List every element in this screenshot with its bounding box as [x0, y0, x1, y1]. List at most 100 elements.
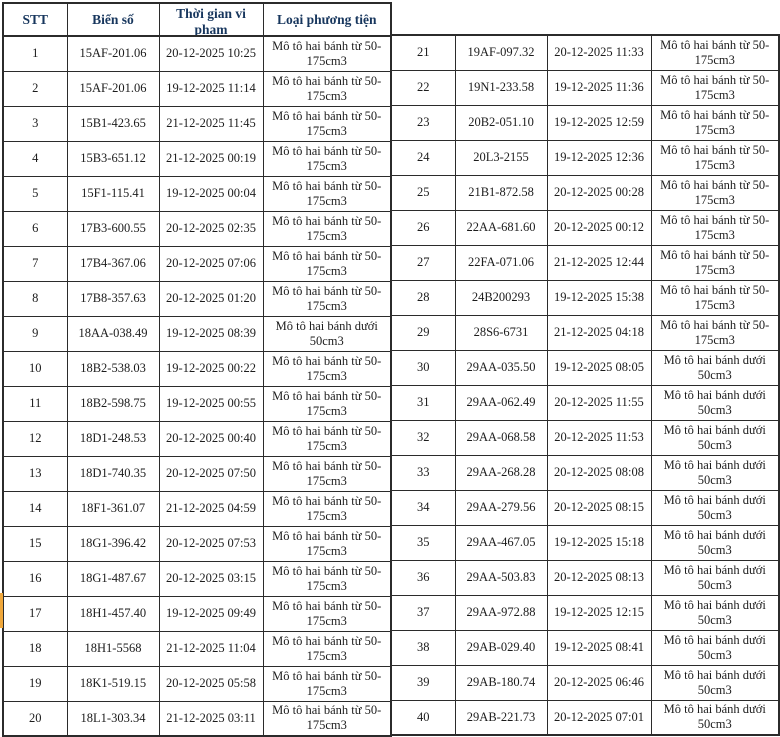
cell-plate: 19AF-097.32: [454, 34, 548, 71]
table-row: 5 15F1-115.41 19-12-2025 00:04 Mô tô hai bá…: [2, 175, 392, 212]
cell-stt: 40: [390, 699, 456, 736]
cell-stt: 32: [390, 419, 456, 456]
column-header-stt: STT: [2, 2, 68, 37]
cell-time: 21-12-2025 03:11: [158, 700, 264, 737]
cell-type: Mô tô hai bánh dưới 50cm3: [650, 594, 780, 631]
table-row: 34 29AA-279.56 20-12-2025 08:15 Mô tô hai b…: [390, 489, 780, 526]
cell-type: Mô tô hai bánh từ 50-175cm3: [262, 105, 392, 142]
cell-type: Mô tô hai bánh dưới 50cm3: [650, 664, 780, 701]
cell-time: 20-12-2025 08:15: [546, 489, 652, 526]
cell-plate: 29AA-279.56: [454, 489, 548, 526]
cell-time: 19-12-2025 11:14: [158, 70, 264, 107]
table-row: 14 18F1-361.07 21-12-2025 04:59 Mô tô hai b…: [2, 490, 392, 527]
table-row: 15 18G1-396.42 20-12-2025 07:53 Mô tô hai b…: [2, 525, 392, 562]
cell-type: Mô tô hai bánh từ 50-175cm3: [262, 630, 392, 667]
column-header-type: Loại phương tiện: [262, 2, 392, 37]
cell-time: 20-12-2025 08:13: [546, 559, 652, 596]
cell-stt: 15: [2, 525, 68, 562]
cell-stt: 33: [390, 454, 456, 491]
cell-time: 20-12-2025 11:53: [546, 419, 652, 456]
table-row: 18 18H1-5568 21-12-2025 11:04 Mô tô hai bán…: [2, 630, 392, 667]
cell-time: 20-12-2025 02:35: [158, 210, 264, 247]
cell-plate: 15AF-201.06: [66, 35, 160, 72]
cell-time: 20-12-2025 05:58: [158, 665, 264, 702]
table-row: 33 29AA-268.28 20-12-2025 08:08 Mô tô hai b…: [390, 454, 780, 491]
cell-time: 21-12-2025 04:59: [158, 490, 264, 527]
cell-plate: 18F1-361.07: [66, 490, 160, 527]
table-row: 6 17B3-600.55 20-12-2025 02:35 Mô tô hai bá…: [2, 210, 392, 247]
cell-time: 20-12-2025 11:55: [546, 384, 652, 421]
cell-time: 20-12-2025 07:50: [158, 455, 264, 492]
column-header-plate: Biển số: [66, 2, 160, 37]
cell-stt: 22: [390, 69, 456, 106]
cell-stt: 5: [2, 175, 68, 212]
cell-time: 21-12-2025 12:44: [546, 244, 652, 281]
cell-plate: 17B4-367.06: [66, 245, 160, 282]
cell-plate: 17B8-357.63: [66, 280, 160, 317]
table-row: 39 29AB-180.74 20-12-2025 06:46 Mô tô hai b…: [390, 664, 780, 701]
table-row: 21 19AF-097.32 20-12-2025 11:33 Mô tô hai b…: [390, 34, 780, 71]
cell-type: Mô tô hai bánh từ 50-175cm3: [262, 490, 392, 527]
cell-time: 19-12-2025 11:36: [546, 69, 652, 106]
cell-stt: 2: [2, 70, 68, 107]
cell-type: Mô tô hai bánh từ 50-175cm3: [650, 34, 780, 71]
cell-type: Mô tô hai bánh dưới 50cm3: [650, 524, 780, 561]
cell-plate: 29AA-035.50: [454, 349, 548, 386]
cell-time: 20-12-2025 00:12: [546, 209, 652, 246]
table-row: 31 29AA-062.49 20-12-2025 11:55 Mô tô hai b…: [390, 384, 780, 421]
cell-type: Mô tô hai bánh từ 50-175cm3: [262, 280, 392, 317]
cell-type: Mô tô hai bánh từ 50-175cm3: [262, 210, 392, 247]
cell-time: 20-12-2025 00:40: [158, 420, 264, 457]
table-row: 16 18G1-487.67 20-12-2025 03:15 Mô tô hai b…: [2, 560, 392, 597]
cell-type: Mô tô hai bánh từ 50-175cm3: [262, 140, 392, 177]
row-17-highlight-marker: [0, 593, 3, 628]
cell-type: Mô tô hai bánh từ 50-175cm3: [650, 279, 780, 316]
cell-time: 19-12-2025 12:36: [546, 139, 652, 176]
cell-stt: 23: [390, 104, 456, 141]
cell-stt: 20: [2, 700, 68, 737]
cell-stt: 31: [390, 384, 456, 421]
table-row: 2 15AF-201.06 19-12-2025 11:14 Mô tô hai bá…: [2, 70, 392, 107]
cell-plate: 29AA-062.49: [454, 384, 548, 421]
cell-type: Mô tô hai bánh dưới 50cm3: [650, 559, 780, 596]
cell-plate: 18B2-538.03: [66, 350, 160, 387]
table-row: 4 15B3-651.12 21-12-2025 00:19 Mô tô hai bá…: [2, 140, 392, 177]
right-table-body: 21 19AF-097.32 20-12-2025 11:33 Mô tô hai b…: [390, 34, 780, 736]
cell-plate: 29AA-972.88: [454, 594, 548, 631]
table-row: 20 18L1-303.34 21-12-2025 03:11 Mô tô hai b…: [2, 700, 392, 737]
cell-type: Mô tô hai bánh từ 50-175cm3: [262, 560, 392, 597]
cell-stt: 38: [390, 629, 456, 666]
cell-time: 20-12-2025 08:08: [546, 454, 652, 491]
table-row: 3 15B1-423.65 21-12-2025 11:45 Mô tô hai bá…: [2, 105, 392, 142]
cell-stt: 12: [2, 420, 68, 457]
cell-plate: 15F1-115.41: [66, 175, 160, 212]
column-header-plate-label: Biển số: [92, 11, 134, 27]
cell-type: Mô tô hai bánh từ 50-175cm3: [650, 244, 780, 281]
cell-stt: 14: [2, 490, 68, 527]
cell-plate: 21B1-872.58: [454, 174, 548, 211]
cell-type: Mô tô hai bánh từ 50-175cm3: [262, 35, 392, 72]
cell-stt: 1: [2, 35, 68, 72]
cell-plate: 22FA-071.06: [454, 244, 548, 281]
cell-type: Mô tô hai bánh từ 50-175cm3: [262, 700, 392, 737]
cell-plate: 18AA-038.49: [66, 315, 160, 352]
cell-time: 20-12-2025 03:15: [158, 560, 264, 597]
cell-time: 20-12-2025 01:20: [158, 280, 264, 317]
cell-type: Mô tô hai bánh từ 50-175cm3: [650, 174, 780, 211]
cell-plate: 18G1-487.67: [66, 560, 160, 597]
cell-time: 19-12-2025 08:41: [546, 629, 652, 666]
cell-stt: 3: [2, 105, 68, 142]
cell-stt: 10: [2, 350, 68, 387]
column-header-time-label: Thời gian vi phạm: [176, 6, 246, 35]
cell-time: 20-12-2025 07:53: [158, 525, 264, 562]
cell-type: Mô tô hai bánh từ 50-175cm3: [650, 69, 780, 106]
cell-time: 19-12-2025 00:04: [158, 175, 264, 212]
cell-time: 21-12-2025 11:45: [158, 105, 264, 142]
cell-plate: 29AA-268.28: [454, 454, 548, 491]
cell-type: Mô tô hai bánh dưới 50cm3: [650, 384, 780, 421]
cell-plate: 18G1-396.42: [66, 525, 160, 562]
cell-stt: 29: [390, 314, 456, 351]
cell-type: Mô tô hai bánh từ 50-175cm3: [650, 139, 780, 176]
table-row: 13 18D1-740.35 20-12-2025 07:50 Mô tô hai b…: [2, 455, 392, 492]
left-table-body: 1 15AF-201.06 20-12-2025 10:25 Mô tô hai bá…: [2, 35, 392, 737]
